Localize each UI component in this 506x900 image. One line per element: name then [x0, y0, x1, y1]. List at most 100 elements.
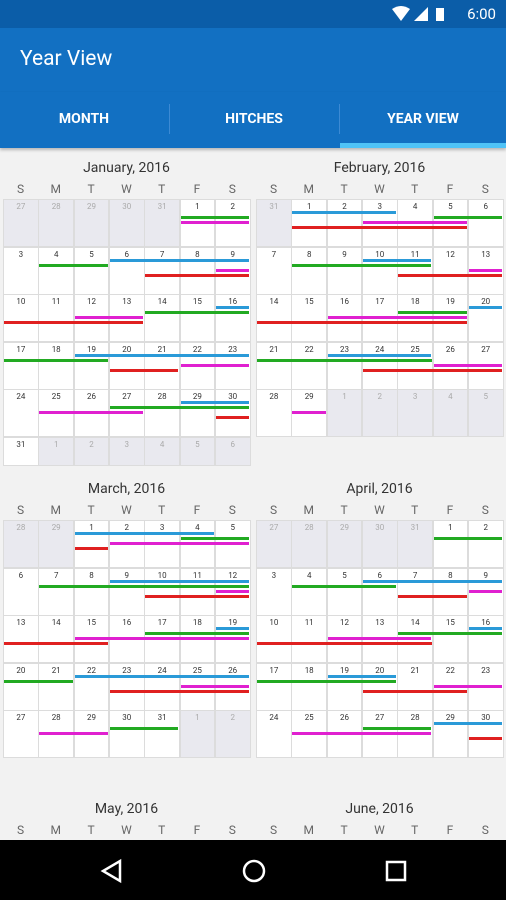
day-number: 16	[228, 297, 238, 306]
day-number: 4	[448, 392, 453, 401]
day-cell: 19	[73, 341, 110, 390]
day-cell: 13	[3, 615, 39, 663]
day-number: 4	[159, 439, 165, 449]
weekday-label: S	[228, 503, 236, 517]
event-bar	[215, 416, 250, 419]
day-number: 19	[339, 665, 349, 675]
event-bar	[180, 363, 250, 367]
day-cell: 29	[38, 520, 75, 568]
day-number: 3	[377, 202, 383, 211]
day-number: 26	[228, 665, 238, 675]
day-number: 30	[375, 523, 385, 532]
day-number: 27	[269, 523, 279, 532]
event-bar	[468, 268, 503, 272]
day-number: 23	[481, 665, 491, 675]
month-title: June, 2016	[345, 801, 414, 817]
day-number: 11	[51, 297, 61, 306]
day-cell: 15	[291, 294, 328, 342]
home-button[interactable]	[242, 859, 266, 883]
day-number: 5	[448, 202, 453, 211]
event-bar	[362, 258, 432, 262]
event-bar	[180, 684, 250, 688]
day-cell: 1	[291, 199, 328, 247]
day-number: 13	[122, 297, 132, 306]
day-cell: 30	[214, 389, 251, 437]
day-cell: 31	[144, 710, 180, 758]
day-cell: 30	[361, 520, 398, 568]
day-cell: 6	[361, 567, 398, 616]
day-cell: 3	[3, 246, 39, 295]
recents-button[interactable]	[385, 860, 407, 882]
day-number: 20	[375, 665, 385, 675]
day-cell: 7	[38, 567, 75, 616]
day-cell: 5	[467, 389, 504, 437]
event-bar	[74, 532, 214, 535]
tab[interactable]: YEAR VIEW	[387, 111, 459, 127]
tab[interactable]: HITCHES	[225, 111, 283, 127]
event-bar	[398, 632, 503, 635]
app-title: Year View	[20, 47, 113, 71]
day-cell: 16	[467, 615, 504, 663]
day-cell: 21	[397, 662, 433, 711]
event-bar	[109, 689, 250, 693]
day-number: 21	[410, 665, 420, 675]
event-bar	[257, 679, 397, 683]
day-cell: 17	[3, 341, 39, 390]
weekday-label: F	[193, 182, 201, 196]
day-number: 2	[124, 523, 130, 532]
day-cell: 21	[38, 662, 75, 711]
day-number: 13	[481, 249, 491, 259]
day-number: 17	[375, 297, 385, 306]
day-cell: 27	[3, 710, 39, 758]
status-icons	[392, 6, 444, 21]
day-cell: 31	[3, 436, 39, 466]
app-bar: Year View	[0, 28, 506, 92]
event-bar	[145, 311, 250, 314]
event-bar	[109, 368, 179, 372]
day-number: 26	[445, 344, 455, 354]
back-button[interactable]	[100, 858, 122, 884]
weekday-label: S	[16, 182, 25, 196]
event-bar	[74, 316, 144, 319]
day-number: 22	[86, 665, 96, 675]
event-bar	[292, 411, 326, 414]
day-cell: 22	[291, 341, 328, 390]
day-number: 2	[230, 202, 235, 211]
tab[interactable]: MONTH	[58, 111, 110, 127]
day-number: 4	[306, 570, 312, 580]
event-bar	[109, 579, 250, 583]
day-number: 15	[86, 618, 96, 627]
day-number: 1	[89, 523, 94, 532]
weekday-label: T	[411, 503, 419, 517]
weekday-label: F	[193, 823, 201, 837]
day-number: 1	[342, 392, 347, 401]
weekday-label: W	[374, 182, 385, 196]
day-number: 30	[122, 713, 132, 722]
day-number: 14	[157, 297, 167, 306]
month-title: May, 2016	[94, 801, 159, 817]
weekday-label: S	[16, 823, 25, 837]
day-cell: 14	[256, 294, 292, 342]
weekday-label: T	[158, 503, 166, 517]
event-bar	[74, 353, 250, 357]
day-number: 20	[16, 665, 26, 675]
day-cell: 17	[256, 662, 292, 711]
day-number: 20	[481, 297, 491, 306]
day-cell: 3	[397, 389, 433, 437]
day-number: 4	[195, 523, 200, 532]
day-number: 31	[16, 439, 26, 449]
day-number: 18	[410, 297, 420, 306]
day-number: 10	[269, 618, 279, 627]
day-cell: 2	[361, 389, 398, 437]
day-cell: 18	[291, 662, 328, 711]
day-number: 7	[53, 570, 59, 580]
day-number: 19	[445, 297, 455, 306]
day-number: 28	[51, 713, 61, 722]
day-number: 15	[192, 297, 202, 306]
month-title: April, 2016	[346, 481, 413, 497]
weekday-label: T	[87, 503, 95, 517]
day-cell: 29	[326, 520, 363, 568]
event-bar	[74, 674, 250, 678]
weekday-label: W	[121, 503, 132, 517]
weekday-label: T	[411, 182, 419, 196]
